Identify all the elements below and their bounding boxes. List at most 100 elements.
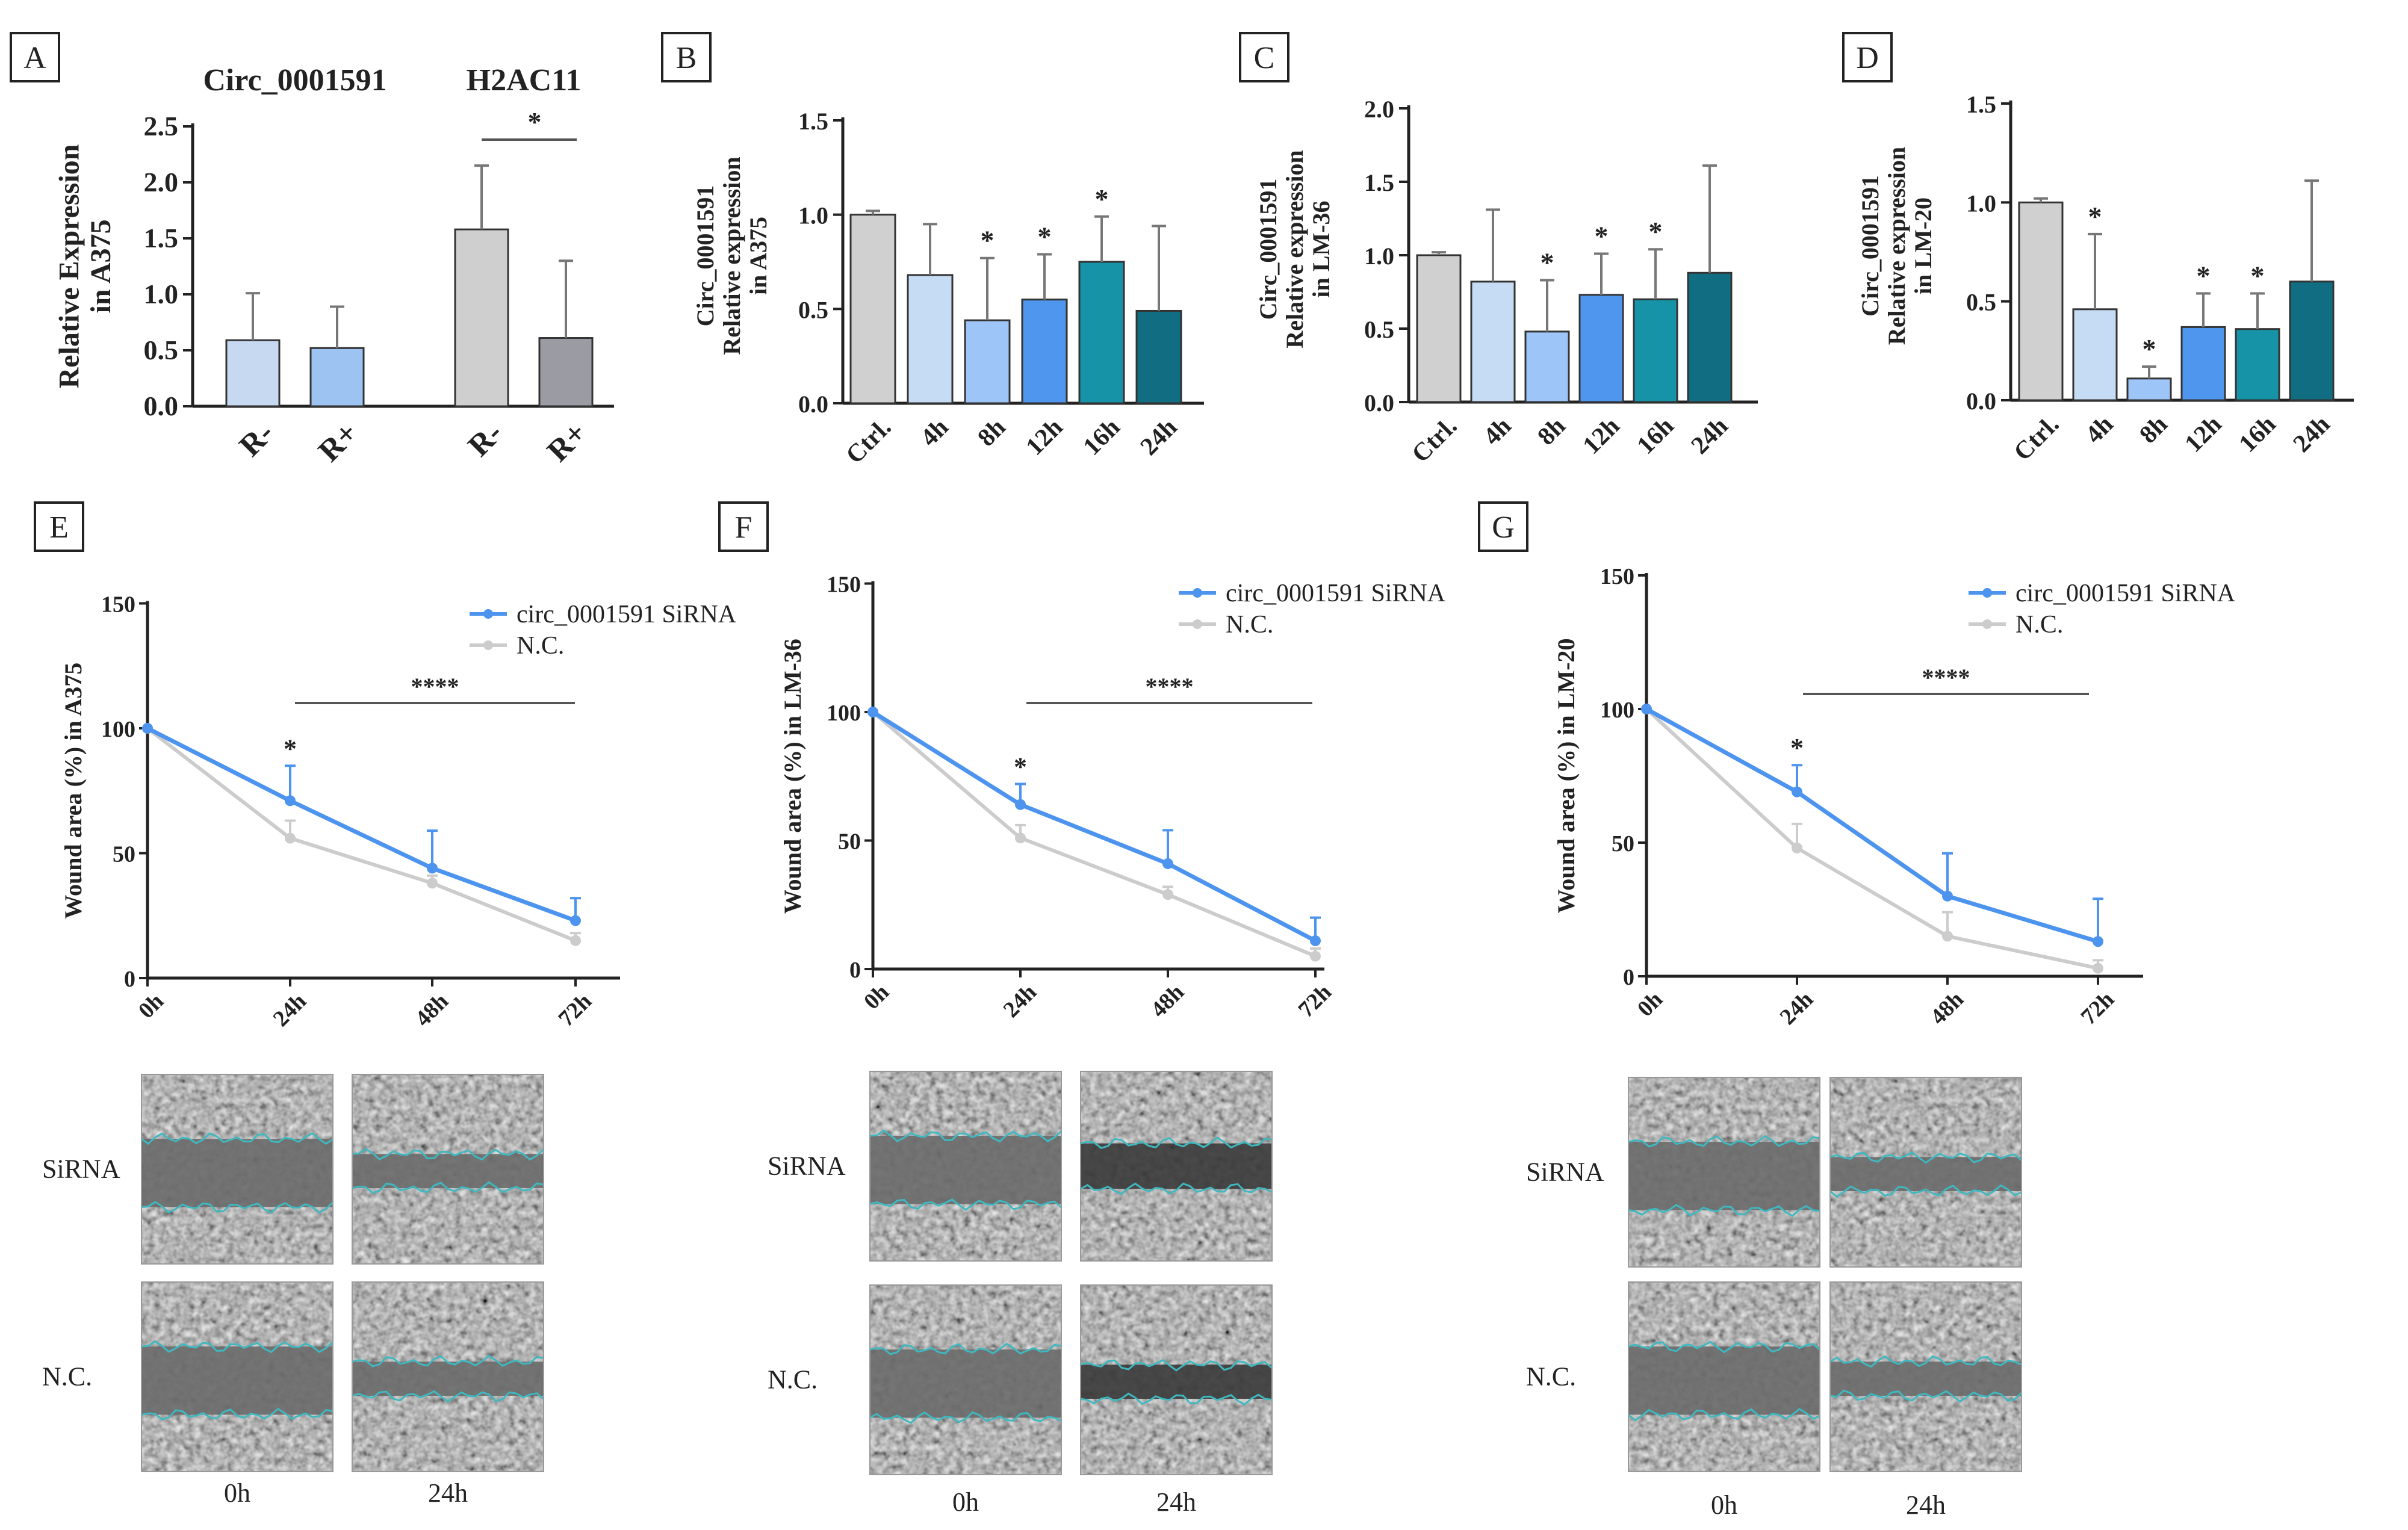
bar [1021, 299, 1068, 404]
bar [1416, 254, 1462, 403]
significance-stars: **** [411, 673, 459, 700]
wound-outline [1080, 1358, 1273, 1372]
y-axis-label-group: Wound area (%) in LM-36 [779, 639, 806, 914]
x-tick-label-group: Ctrl. [2009, 410, 2065, 466]
data-point [1942, 931, 1953, 942]
x-tick-label-group: 24h [1686, 412, 1734, 460]
wound-gap [352, 1154, 544, 1188]
wound-outline [1628, 1204, 1820, 1217]
x-tick-label-group: 72h [1294, 979, 1337, 1023]
y-axis-label-group: Wound area (%) in LM-20 [1553, 638, 1580, 913]
wound-outline [1829, 1151, 2022, 1164]
bar [454, 228, 509, 407]
panel-letter: F [735, 510, 752, 545]
panel-letter-box [718, 501, 769, 552]
bar-chart: 0.0 0.5 1.0 1.5 Ctrl. * 4h * 8h * 12h * 16h 24h [1966, 91, 2354, 466]
y-tick-label: 0.5 [798, 296, 828, 323]
y-tick-label: 50 [1612, 831, 1634, 856]
x-tick-label-group: 0h [1633, 986, 1668, 1021]
wound-outline [1080, 1136, 1273, 1150]
micrograph-image [1829, 1281, 2023, 1472]
micrograph-panel: SiRNA N.C. 0h 24h [1526, 1077, 2023, 1520]
wound-outline [141, 1340, 334, 1354]
x-tick-label-group: 72h [554, 988, 597, 1032]
y-tick-label: 150 [1600, 564, 1634, 589]
bar [2072, 308, 2118, 401]
legend-label: N.C. [517, 632, 564, 660]
x-tick-label: 48h [411, 988, 454, 1032]
significance-star: * [981, 225, 995, 256]
y-axis-label: Relative Expression in A375 [53, 144, 117, 389]
y-tick-label: 0.5 [144, 335, 179, 365]
panel-letter-box [34, 501, 84, 552]
x-tick-label: 72h [2076, 986, 2120, 1030]
y-tick-label: 50 [838, 829, 861, 855]
x-tick-label-group: R- [233, 416, 281, 463]
legend-label: N.C. [2015, 611, 2063, 639]
x-tick-label: R- [462, 416, 509, 463]
x-tick-label: 16h [2234, 410, 2282, 458]
significance-star: * [1038, 221, 1052, 252]
x-tick-label: 72h [554, 988, 597, 1032]
wound-outline [869, 1198, 1062, 1211]
significance-star: * [284, 734, 297, 763]
y-axis-label-line: in A375 [85, 219, 117, 313]
bar [2235, 328, 2280, 401]
x-tick-label: 24h [1775, 986, 1819, 1030]
significance-star: * [2088, 201, 2102, 232]
x-tick-label-group: 48h [1926, 986, 1969, 1030]
significance-star: * [1649, 216, 1663, 247]
bar-chart: 0.0 0.5 1.0 1.5 2.0 Ctrl. 4h * 8h * 12h * 16h 24h [1364, 96, 1758, 468]
legend-label: circ_0001591 SiRNA [517, 601, 737, 628]
x-tick-label: 4h [2081, 410, 2119, 449]
x-tick-label-group: 72h [2076, 986, 2120, 1030]
image-border [141, 1281, 334, 1472]
panel-letter-box [1842, 32, 1893, 82]
x-tick-label: 16h [1632, 412, 1680, 460]
row-label: SiRNA [42, 1154, 120, 1184]
image-border [1829, 1281, 2022, 1472]
bar [849, 214, 896, 404]
x-tick-label: 8h [1533, 412, 1571, 451]
wound-outline [1829, 1184, 2022, 1198]
bar-chart: 0.0 0.5 1.0 1.5 Ctrl. 4h * 8h * 12h * 16h 24h [798, 108, 1204, 469]
y-tick-label: 100 [1600, 698, 1634, 723]
panel-letter: A [23, 41, 46, 75]
y-tick-label: 0 [124, 967, 135, 992]
panel-letter-box [1478, 501, 1528, 552]
x-tick-label-group: 24h [268, 988, 312, 1032]
wound-outline [141, 1408, 334, 1420]
x-tick-label: 24h [1135, 413, 1183, 461]
x-tick-label-group: 24h [999, 979, 1042, 1023]
wound-outline [141, 1132, 334, 1145]
y-tick-label: 0.0 [1364, 389, 1394, 417]
x-tick-label: 24h [999, 979, 1042, 1023]
x-tick-label: 24h [2288, 410, 2336, 458]
image-border [869, 1284, 1062, 1475]
significance-star: * [2197, 261, 2211, 291]
bar [2289, 280, 2335, 401]
micrograph-image [352, 1281, 544, 1472]
x-tick-label-group: 4h [2081, 410, 2119, 449]
y-tick-label: 1.5 [1364, 169, 1394, 196]
data-point [1641, 704, 1652, 714]
micrograph-image [1080, 1071, 1273, 1262]
bar [2126, 377, 2172, 401]
x-tick-label-group: 8h [973, 413, 1011, 452]
bar [538, 337, 594, 407]
panel-letter-box [10, 32, 60, 82]
significance-star: * [528, 107, 542, 137]
data-point [1310, 935, 1321, 947]
bar [225, 339, 281, 407]
y-axis-label-line: Relative expression [718, 156, 745, 355]
significance-star: * [1790, 733, 1804, 763]
column-label: 24h [1906, 1490, 1946, 1520]
data-point [285, 832, 296, 844]
row-label: SiRNA [768, 1151, 846, 1181]
y-tick-label: 2.5 [144, 111, 179, 141]
wound-outline [352, 1390, 544, 1403]
